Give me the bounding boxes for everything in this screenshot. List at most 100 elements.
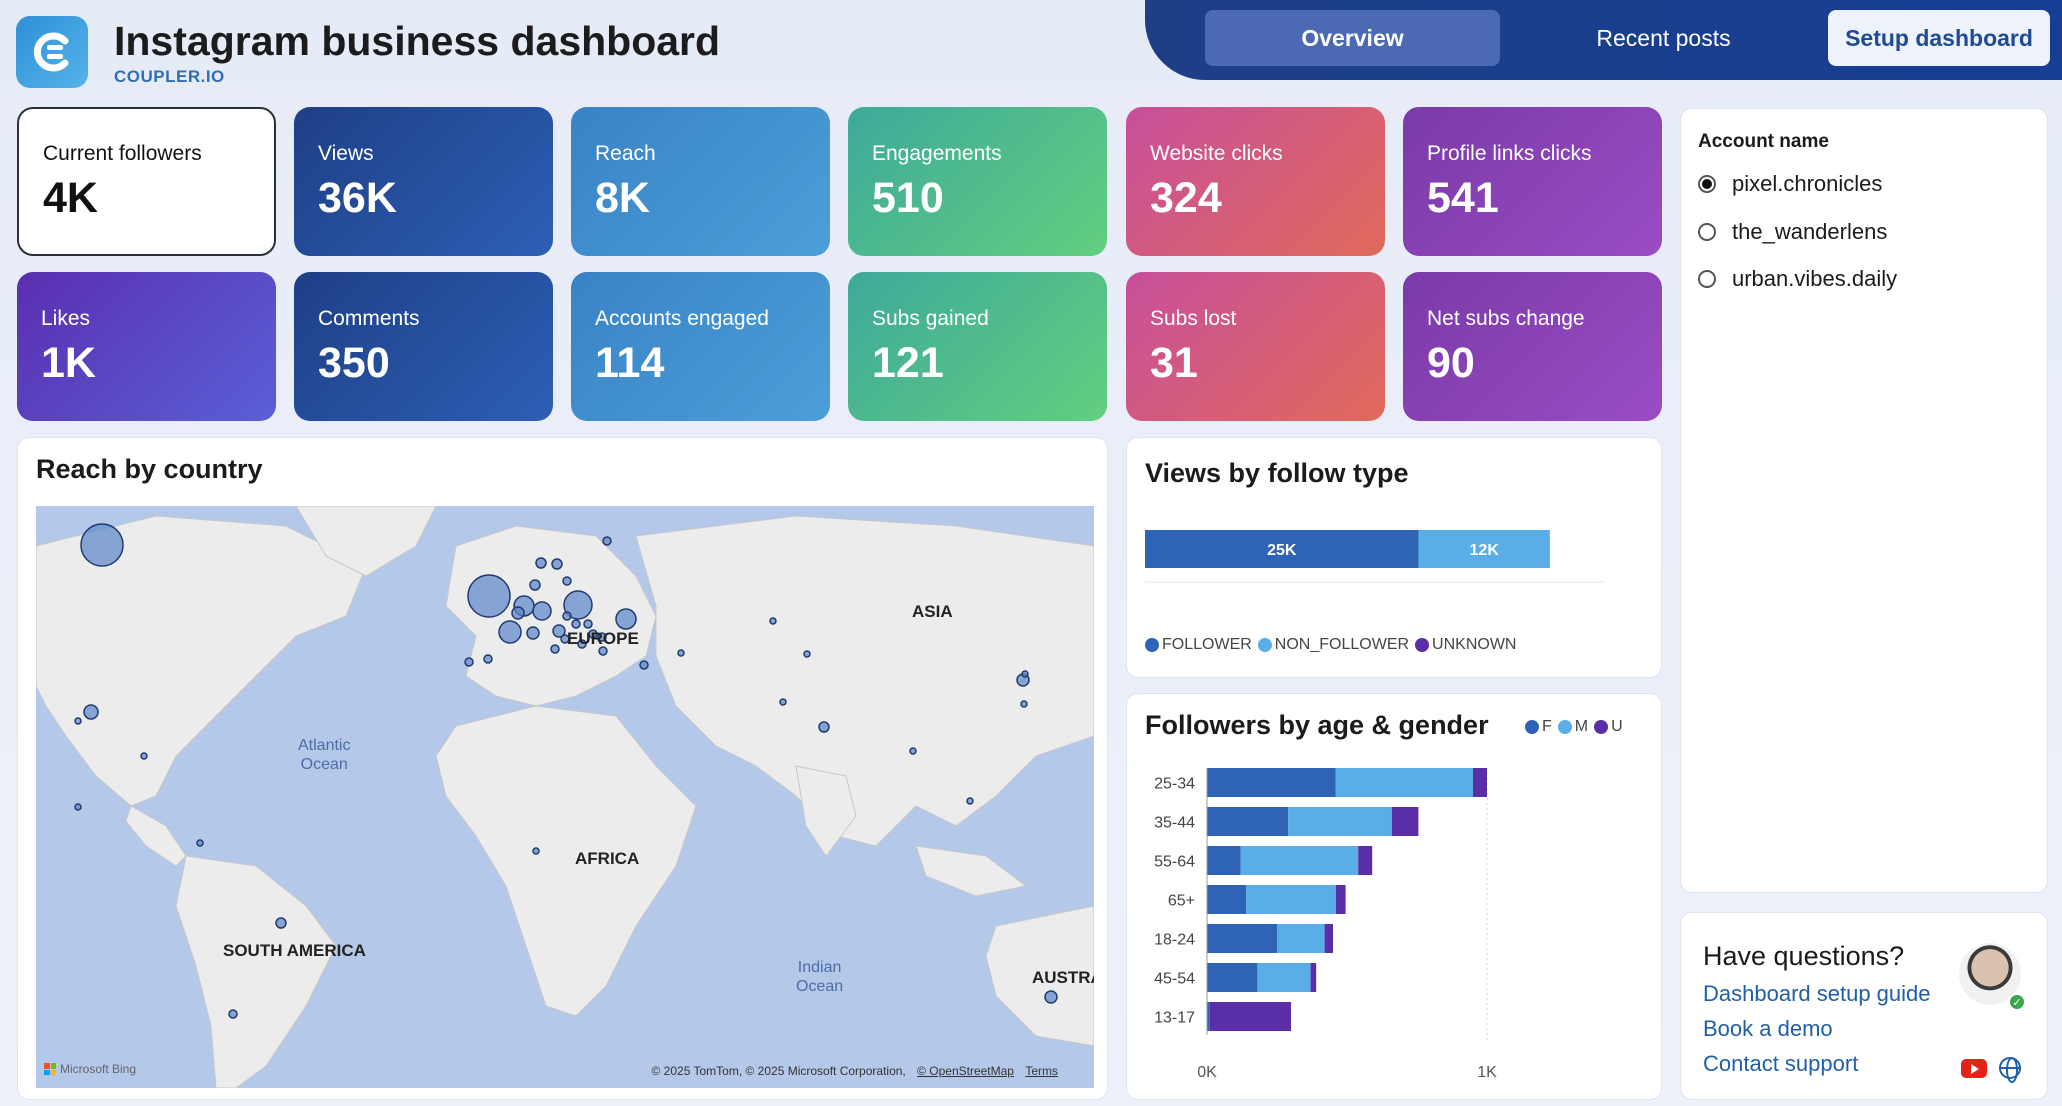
- views-by-follow-type-chart: 25K 12K: [1145, 530, 1605, 583]
- category-label: 18-24: [1154, 932, 1195, 949]
- account-filter-title: Account name: [1698, 131, 1829, 152]
- youtube-icon[interactable]: [1961, 1059, 1987, 1078]
- category-label: 35-44: [1154, 815, 1195, 832]
- help-panel: Have questions? Dashboard setup guide Bo…: [1680, 912, 2048, 1100]
- bar-f-35-44[interactable]: [1207, 807, 1289, 836]
- kpi-label: Reach: [595, 142, 656, 165]
- bar-m-18-24[interactable]: [1277, 924, 1325, 953]
- radio-icon[interactable]: [1698, 223, 1716, 241]
- account-option-pixel-chronicles[interactable]: pixel.chronicles: [1698, 171, 1882, 197]
- followers-by-age-gender-chart: 25-34 35-44 55-64 65+ 18-24 45-54 13-17 0K 1K: [1154, 768, 1497, 1081]
- bar-u-55-64[interactable]: [1358, 846, 1373, 875]
- panel-title: Views by follow type: [1145, 458, 1409, 488]
- openstreetmap-link[interactable]: © OpenStreetMap: [917, 1064, 1014, 1078]
- bar-label: 12K: [1470, 542, 1500, 559]
- kpi-label: Engagements: [872, 142, 1002, 165]
- kpi-value: 31: [1150, 339, 1198, 387]
- category-label: 55-64: [1154, 854, 1195, 871]
- age-gender-legend: F M U: [1525, 718, 1629, 736]
- kpi-label: Profile links clicks: [1427, 142, 1592, 165]
- kpi-engagements: Engagements 510: [848, 107, 1107, 256]
- legend-item-m: M: [1557, 718, 1588, 736]
- brand-subtitle: COUPLER.IO: [114, 67, 225, 86]
- x-tick-label: 0K: [1197, 1064, 1217, 1081]
- bar-f-55-64[interactable]: [1207, 846, 1241, 875]
- category-label: 45-54: [1154, 971, 1195, 988]
- kpi-value: 324: [1150, 174, 1222, 222]
- kpi-label: Comments: [318, 307, 420, 330]
- legend-dot-icon: [1145, 638, 1159, 652]
- bar-f-65+[interactable]: [1207, 885, 1247, 914]
- legend-dot-icon: [1415, 638, 1430, 652]
- views-by-follow-type-panel: Views by follow type 25K 12K FOLLOWER NON…: [1126, 437, 1662, 678]
- legend-item-non-follower: NON_FOLLOWER: [1257, 636, 1409, 654]
- bar-u-45-54[interactable]: [1310, 963, 1317, 992]
- bar-m-65+[interactable]: [1246, 885, 1336, 914]
- bar-m-55-64[interactable]: [1240, 846, 1359, 875]
- kpi-value: 90: [1427, 339, 1475, 387]
- terms-link[interactable]: Terms: [1025, 1064, 1058, 1078]
- bar-u-18-24[interactable]: [1324, 924, 1333, 953]
- bar-m-35-44[interactable]: [1288, 807, 1392, 836]
- legend-item-unknown: UNKNOWN: [1415, 636, 1516, 654]
- kpi-value: 541: [1427, 174, 1499, 222]
- map-label-asia: ASIA: [912, 602, 953, 621]
- legend-dot-icon: [1594, 720, 1609, 734]
- bar-f-13-17[interactable]: [1207, 1002, 1210, 1031]
- bar-u-65+[interactable]: [1335, 885, 1346, 914]
- account-option-the-wanderlens[interactable]: the_wanderlens: [1698, 219, 1887, 245]
- online-check-icon: ✓: [2008, 993, 2026, 1011]
- page-title: Instagram business dashboard: [114, 18, 721, 64]
- radio-icon[interactable]: [1698, 270, 1716, 288]
- globe-icon[interactable]: [1999, 1057, 2021, 1083]
- world-map[interactable]: ASIA EUROPE AFRICA SOUTH AMERICA AUSTR A …: [36, 506, 1094, 1088]
- bar-m-45-54[interactable]: [1257, 963, 1311, 992]
- kpi-label: Subs gained: [872, 307, 989, 330]
- microsoft-bing-logo: Microsoft Bing: [44, 1062, 136, 1076]
- setup-dashboard-button[interactable]: Setup dashboard: [1828, 10, 2050, 66]
- bar-u-13-17[interactable]: [1209, 1002, 1291, 1031]
- kpi-website-clicks: Website clicks 324: [1126, 107, 1385, 256]
- bar-f-18-24[interactable]: [1207, 924, 1277, 953]
- account-option-urban-vibes-daily[interactable]: urban.vibes.daily: [1698, 266, 1897, 292]
- radio-selected-icon[interactable]: [1698, 175, 1716, 193]
- map-attribution: © 2025 TomTom, © 2025 Microsoft Corporat…: [651, 1064, 1059, 1078]
- kpi-value: 4K: [43, 174, 98, 222]
- kpi-value: 1K: [41, 339, 96, 387]
- bar-u-25-34[interactable]: [1473, 768, 1487, 797]
- kpi-views: Views 36K: [294, 107, 553, 256]
- x-tick-label: 1K: [1477, 1064, 1497, 1081]
- bar-non-follower[interactable]: [1418, 530, 1550, 568]
- category-label: 25-34: [1154, 776, 1195, 793]
- kpi-value: 114: [595, 339, 665, 387]
- kpi-reach: Reach 8K: [571, 107, 830, 256]
- reach-by-country-panel: Reach by country: [17, 437, 1108, 1100]
- kpi-label: Views: [318, 142, 374, 165]
- bar-f-25-34[interactable]: [1207, 768, 1336, 797]
- kpi-value: 510: [872, 174, 944, 222]
- kpi-label: Net subs change: [1427, 307, 1585, 330]
- panel-title: Reach by country: [36, 454, 263, 484]
- followers-by-age-gender-panel: Followers by age & gender F M U 25-34 35-…: [1126, 693, 1662, 1100]
- kpi-subs-gained: Subs gained 121: [848, 272, 1107, 421]
- book-a-demo-link[interactable]: Book a demo: [1703, 1016, 1833, 1041]
- bar-follower[interactable]: [1145, 530, 1419, 568]
- legend-item-follower: FOLLOWER: [1145, 636, 1252, 654]
- legend-dot-icon: [1257, 638, 1272, 652]
- microsoft-logo-icon: [44, 1063, 56, 1075]
- bar-f-45-54[interactable]: [1207, 963, 1258, 992]
- map-label-atlantic-ocean: Atlantic Ocean: [298, 737, 351, 773]
- kpi-profile-links-clicks: Profile links clicks 541: [1403, 107, 1662, 256]
- bar-u-35-44[interactable]: [1391, 807, 1419, 836]
- kpi-label: Likes: [41, 307, 91, 330]
- legend-item-f: F: [1525, 718, 1552, 736]
- kpi-value: 121: [872, 339, 944, 387]
- dashboard-setup-guide-link[interactable]: Dashboard setup guide: [1703, 981, 1931, 1006]
- bar-m-25-34[interactable]: [1335, 768, 1473, 797]
- tab-overview[interactable]: Overview: [1205, 10, 1500, 66]
- tab-recent-posts[interactable]: Recent posts: [1596, 24, 1731, 51]
- views-legend: FOLLOWER NON_FOLLOWER UNKNOWN: [1145, 636, 1522, 654]
- header-brand: Instagram business dashboard COUPLER.IO: [16, 16, 720, 88]
- contact-support-link[interactable]: Contact support: [1703, 1051, 1859, 1076]
